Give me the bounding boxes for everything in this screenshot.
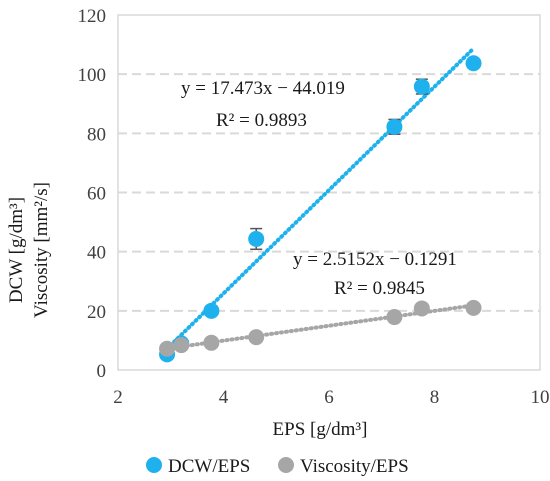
x-tick-label: 2 [113, 387, 123, 408]
dcw-trendline [165, 46, 476, 351]
y-tick-label: 0 [97, 361, 107, 382]
y-tick-label: 60 [87, 184, 106, 205]
x-axis-title: EPS [g/dm³] [273, 419, 368, 440]
y-axis-title-viscosity: Viscosity [mm²/s] [31, 182, 52, 318]
y-axis-title-dcw: DCW [g/dm³] [6, 197, 27, 303]
viscosity-trend-r2: R² = 0.9845 [334, 278, 425, 299]
viscosity-point [386, 309, 403, 326]
legend-label-dcw: DCW/EPS [168, 456, 250, 477]
viscosity-point [248, 329, 265, 346]
plot-area-border [117, 14, 541, 371]
y-tick-labels: 0 20 40 60 80 100 120 [78, 6, 107, 382]
x-tick-label: 4 [219, 387, 229, 408]
viscosity-point [159, 340, 176, 357]
legend-marker-viscosity [278, 457, 294, 473]
dcw-point [248, 230, 265, 247]
viscosity-point [203, 334, 220, 351]
x-tick-labels: 2 4 6 8 10 [113, 387, 549, 408]
y-tick-label: 120 [78, 6, 107, 27]
dcw-trend-r2: R² = 0.9893 [216, 110, 307, 131]
y-tick-label: 20 [87, 302, 106, 323]
x-tick-label: 10 [531, 387, 550, 408]
y-tick-label: 100 [78, 65, 107, 86]
viscosity-point [413, 300, 430, 317]
viscosity-point [173, 337, 190, 354]
dcw-point [465, 55, 482, 72]
x-tick-label: 8 [430, 387, 440, 408]
legend-label-viscosity: Viscosity/EPS [300, 456, 409, 477]
viscosity-trend-equation: y = 2.5152x − 0.1291 [293, 249, 457, 270]
dcw-point [203, 302, 220, 319]
dcw-point [413, 78, 430, 95]
data-points [159, 55, 482, 363]
x-tick-label: 6 [324, 387, 334, 408]
y-tick-label: 80 [87, 124, 106, 145]
legend: DCW/EPS Viscosity/EPS [146, 456, 409, 477]
dcw-trend-equation: y = 17.473x − 44.019 [181, 78, 345, 99]
y-tick-label: 40 [87, 243, 106, 264]
dcw-point [386, 118, 403, 135]
axis-frame [117, 14, 541, 371]
viscosity-point [465, 299, 482, 316]
legend-marker-dcw [146, 457, 162, 473]
